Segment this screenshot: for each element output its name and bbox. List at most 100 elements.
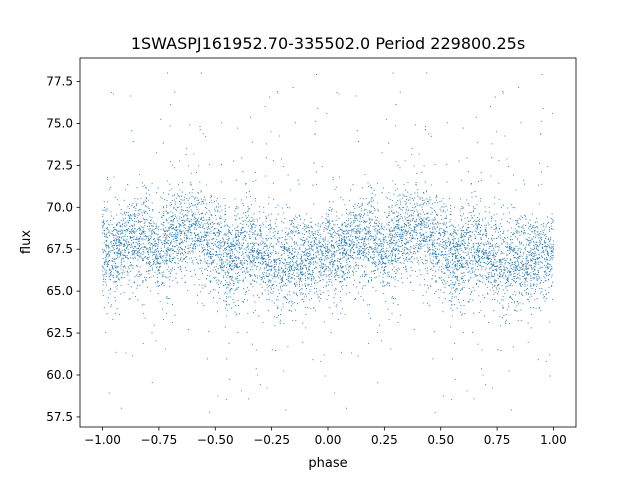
data-point bbox=[201, 270, 203, 272]
data-point bbox=[142, 243, 144, 245]
data-point bbox=[479, 233, 482, 235]
data-point bbox=[242, 237, 244, 239]
data-point bbox=[491, 245, 493, 247]
data-point bbox=[532, 278, 534, 280]
data-point bbox=[446, 269, 448, 271]
data-point bbox=[491, 263, 493, 265]
data-point bbox=[500, 261, 502, 263]
data-point bbox=[420, 246, 422, 248]
data-point bbox=[504, 269, 507, 271]
data-point bbox=[129, 214, 131, 217]
data-point bbox=[183, 237, 185, 239]
data-point bbox=[124, 217, 126, 219]
data-point bbox=[466, 232, 468, 234]
data-point bbox=[303, 251, 306, 253]
data-point bbox=[501, 259, 503, 261]
data-point bbox=[399, 194, 401, 196]
data-point bbox=[532, 255, 534, 257]
data-point bbox=[137, 252, 139, 254]
data-point bbox=[479, 242, 481, 245]
data-point bbox=[273, 267, 275, 269]
data-point bbox=[189, 221, 191, 223]
data-point bbox=[513, 278, 515, 280]
data-point bbox=[287, 294, 289, 296]
data-point bbox=[189, 223, 191, 225]
data-point bbox=[348, 238, 350, 240]
data-point bbox=[219, 239, 222, 242]
data-point bbox=[312, 272, 314, 274]
data-point bbox=[252, 269, 254, 271]
data-point bbox=[424, 240, 427, 242]
data-point bbox=[479, 231, 481, 233]
data-point bbox=[262, 252, 264, 254]
data-point bbox=[451, 267, 453, 269]
data-point bbox=[537, 272, 540, 274]
data-point bbox=[190, 202, 193, 204]
data-point bbox=[249, 237, 251, 239]
data-point bbox=[303, 244, 305, 246]
data-point bbox=[221, 209, 223, 211]
data-point bbox=[148, 252, 150, 254]
data-point bbox=[393, 249, 395, 251]
data-point bbox=[405, 253, 407, 255]
data-point bbox=[470, 249, 473, 251]
data-point bbox=[214, 214, 217, 216]
data-point bbox=[541, 251, 544, 253]
data-point bbox=[265, 220, 267, 222]
data-point bbox=[411, 215, 413, 217]
data-point bbox=[215, 266, 217, 268]
data-point bbox=[458, 238, 460, 240]
data-point bbox=[111, 259, 113, 261]
data-point bbox=[529, 233, 531, 236]
data-point bbox=[316, 251, 318, 253]
data-point bbox=[243, 242, 245, 244]
data-point bbox=[421, 172, 423, 174]
data-point bbox=[132, 231, 134, 233]
data-point bbox=[516, 310, 518, 312]
data-point bbox=[484, 269, 486, 271]
data-point bbox=[155, 340, 157, 342]
data-point bbox=[438, 238, 440, 240]
data-point bbox=[449, 247, 451, 249]
data-point bbox=[201, 243, 203, 245]
data-point bbox=[171, 225, 173, 227]
data-point bbox=[194, 204, 197, 206]
data-point bbox=[224, 247, 226, 249]
data-point bbox=[441, 200, 443, 202]
data-point bbox=[105, 250, 107, 252]
data-point bbox=[488, 275, 490, 277]
data-point bbox=[252, 243, 254, 246]
data-point bbox=[338, 268, 340, 270]
data-point bbox=[319, 280, 321, 282]
data-point bbox=[323, 321, 325, 323]
data-point bbox=[186, 210, 188, 212]
data-point bbox=[459, 210, 461, 212]
data-point bbox=[367, 233, 369, 235]
data-point bbox=[522, 227, 524, 229]
data-point bbox=[521, 242, 523, 244]
data-point bbox=[131, 220, 133, 222]
data-point bbox=[188, 203, 190, 205]
data-point bbox=[129, 262, 131, 264]
data-point bbox=[520, 267, 523, 269]
data-point bbox=[213, 201, 216, 203]
data-point bbox=[151, 202, 153, 204]
data-point bbox=[212, 238, 214, 240]
data-point bbox=[530, 278, 532, 280]
data-point bbox=[236, 287, 238, 289]
data-point bbox=[258, 315, 260, 317]
data-point bbox=[336, 215, 338, 217]
data-point bbox=[414, 124, 416, 126]
data-point bbox=[317, 281, 319, 283]
data-point bbox=[516, 266, 518, 268]
data-point bbox=[172, 219, 175, 221]
data-point bbox=[131, 130, 133, 132]
data-point bbox=[483, 257, 485, 259]
data-point bbox=[502, 92, 504, 94]
data-point bbox=[260, 250, 262, 252]
data-point bbox=[130, 230, 132, 232]
data-point bbox=[544, 240, 546, 242]
data-point bbox=[106, 258, 108, 260]
data-point bbox=[509, 244, 511, 246]
data-point bbox=[285, 247, 287, 249]
